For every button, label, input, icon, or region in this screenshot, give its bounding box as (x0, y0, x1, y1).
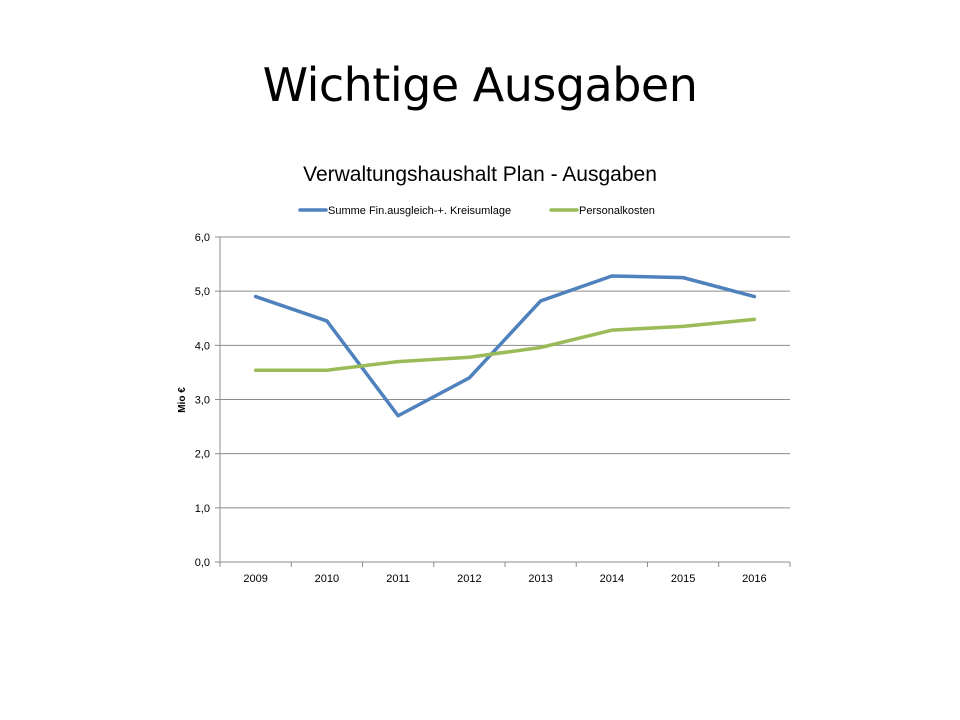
series-line (253, 274, 757, 418)
data-point (610, 328, 614, 332)
data-point (681, 324, 685, 328)
data-point (681, 276, 685, 280)
y-axis-ticks: 0,0 1,0 2,0 3,0 4,0 5,0 6,0 (195, 232, 220, 569)
x-tick-label: 2012 (457, 573, 481, 585)
x-tick-label: 2013 (528, 573, 552, 585)
data-point (539, 346, 543, 349)
data-point (254, 368, 258, 372)
legend-label: Personalkosten (579, 205, 655, 217)
series-1 (253, 274, 757, 418)
y-tick-label: 5,0 (195, 286, 210, 298)
data-point (610, 274, 614, 278)
legend-label: Summe Fin.ausgleich-+. Kreisumlage (328, 205, 511, 217)
legend-item: Personalkosten (549, 205, 655, 217)
x-axis-ticks: 2009 2010 2011 2012 2013 2014 2015 2016 (219, 562, 791, 585)
x-tick-label: 2011 (386, 573, 410, 585)
chart-series (253, 274, 757, 418)
x-tick-label: 2009 (243, 573, 267, 585)
y-tick-label: 2,0 (195, 449, 210, 461)
chart-legend: Summe Fin.ausgleich-+. Kreisumlage Person… (298, 205, 655, 217)
y-axis-label: Mio € (177, 387, 188, 413)
series-line (253, 317, 757, 372)
y-tick-label: 1,0 (195, 503, 210, 515)
x-tick-label: 2015 (671, 573, 695, 585)
series-2 (253, 317, 757, 372)
chart-gridlines (220, 236, 790, 509)
data-point (254, 295, 258, 299)
y-tick-label: 0,0 (195, 557, 210, 569)
slide-title: Wichtige Ausgaben (262, 58, 698, 112)
data-point (467, 376, 471, 380)
x-tick-label: 2016 (742, 573, 766, 585)
data-point (467, 355, 471, 359)
x-tick-label: 2014 (600, 573, 624, 585)
data-point (325, 319, 329, 323)
data-point (539, 299, 543, 303)
x-tick-label: 2010 (315, 573, 339, 585)
y-tick-label: 3,0 (195, 395, 210, 407)
data-point (752, 295, 756, 299)
data-point (396, 414, 400, 418)
legend-item: Summe Fin.ausgleich-+. Kreisumlage (298, 205, 511, 217)
data-point (752, 317, 756, 321)
y-tick-label: 6,0 (195, 232, 210, 244)
data-point (325, 368, 329, 372)
chart-title: Verwaltungshaushalt Plan - Ausgaben (303, 163, 657, 186)
data-point (396, 360, 400, 364)
y-tick-label: 4,0 (195, 340, 210, 352)
